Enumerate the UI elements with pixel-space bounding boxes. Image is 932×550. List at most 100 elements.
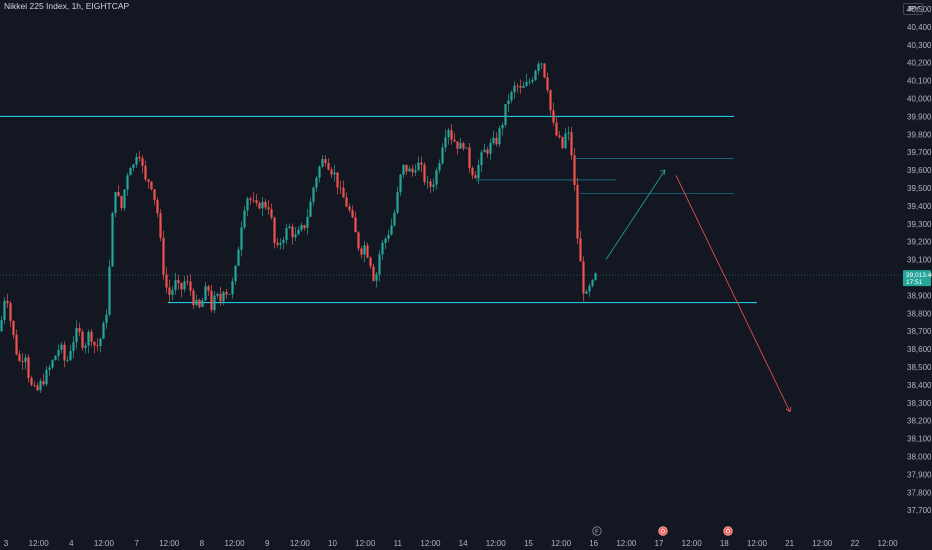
x-tick-label: 4	[69, 539, 74, 548]
candle	[42, 373, 45, 387]
candle	[102, 320, 105, 339]
y-tick-label: 39,200.00	[907, 238, 932, 247]
candle	[468, 142, 471, 173]
candle	[309, 197, 312, 218]
candle	[531, 77, 534, 84]
candle	[168, 279, 171, 302]
dividend-marker-icon[interactable]	[658, 526, 668, 536]
candle	[24, 353, 27, 370]
x-tick-label: 18	[720, 539, 729, 548]
candle	[591, 279, 594, 288]
candle	[258, 201, 261, 210]
time-axis[interactable]: 3 12:00 4 12:00 7 12:00 8 12:00 9 12:00 10 12:00 11 1…	[4, 539, 898, 548]
event-markers[interactable]: F	[592, 526, 733, 536]
candle	[141, 155, 144, 174]
candle	[495, 132, 498, 147]
candle	[36, 382, 39, 392]
candle	[72, 335, 75, 358]
candle	[30, 375, 33, 387]
candle	[486, 147, 489, 158]
candle	[444, 129, 447, 153]
candle	[411, 165, 414, 177]
price-axis[interactable]: 40,500.00 40,400.00 40,300.00 40,200.00 40,1…	[903, 5, 932, 515]
candle	[144, 160, 147, 182]
candle	[216, 292, 219, 299]
x-tick-label: 22	[850, 539, 859, 548]
candle	[96, 338, 99, 351]
candle	[282, 237, 285, 250]
candle	[498, 125, 501, 148]
candle	[228, 293, 231, 295]
candle	[528, 78, 531, 85]
candle	[546, 72, 549, 93]
candle	[276, 237, 279, 248]
candle	[582, 256, 585, 302]
currency-badge[interactable]: JPY	[903, 3, 923, 15]
dividend-marker-icon[interactable]	[723, 526, 733, 536]
candle	[87, 329, 90, 354]
candle	[183, 276, 186, 293]
candle	[252, 192, 255, 204]
candle	[372, 263, 375, 282]
y-tick-label: 38,600.00	[907, 345, 932, 354]
candle	[450, 124, 453, 145]
candle	[39, 378, 42, 393]
candle	[507, 93, 510, 112]
candle	[120, 195, 123, 211]
candle	[579, 230, 582, 262]
candle	[510, 90, 513, 104]
candle	[300, 222, 303, 232]
candle	[576, 177, 579, 245]
x-tick-label: 12:00	[94, 539, 115, 548]
candle	[90, 328, 93, 347]
projection-up-line[interactable]	[605, 169, 666, 260]
candle	[231, 277, 234, 299]
candle	[135, 153, 138, 168]
candle	[555, 117, 558, 137]
candle	[480, 149, 483, 173]
candle	[387, 229, 390, 243]
candle	[570, 126, 573, 160]
candle	[165, 267, 168, 294]
candle	[189, 274, 192, 297]
chart-legend-title: Nikkei 225 Index, 1h, EIGHTCAP	[4, 1, 130, 11]
y-tick-label: 38,800.00	[907, 309, 932, 318]
projection-lines[interactable]	[605, 169, 792, 413]
candle	[543, 63, 546, 79]
candle	[342, 180, 345, 198]
candle	[246, 196, 249, 217]
candle	[519, 79, 522, 94]
arrowhead-down-icon	[785, 406, 792, 413]
candle	[132, 163, 135, 172]
candle	[396, 186, 399, 215]
candle	[429, 178, 432, 194]
candle	[138, 150, 141, 162]
candle	[195, 294, 198, 307]
x-tick-label: 12:00	[225, 539, 246, 548]
candle	[537, 61, 540, 75]
projection-down-line[interactable]	[675, 175, 791, 412]
candle	[384, 236, 387, 250]
horizontal-levels[interactable]	[0, 115, 902, 304]
candle	[594, 272, 597, 281]
x-tick-label: 12:00	[290, 539, 311, 548]
x-tick-label: 17	[655, 539, 664, 548]
candle	[192, 287, 195, 309]
candle	[333, 164, 336, 182]
candle	[549, 89, 552, 116]
candle	[177, 275, 180, 290]
x-tick-label: 8	[200, 539, 205, 548]
candle	[234, 264, 237, 285]
x-tick-label: 10	[328, 539, 337, 548]
candle	[423, 162, 426, 186]
candle	[174, 272, 177, 295]
current-price-badge: 39,013.4017:51	[903, 270, 932, 287]
earnings-marker-icon[interactable]: F	[592, 526, 602, 536]
candle	[75, 320, 78, 350]
candle	[354, 211, 357, 233]
candle	[63, 341, 66, 368]
candle	[171, 286, 174, 301]
candle	[273, 216, 276, 249]
candle	[240, 221, 243, 257]
